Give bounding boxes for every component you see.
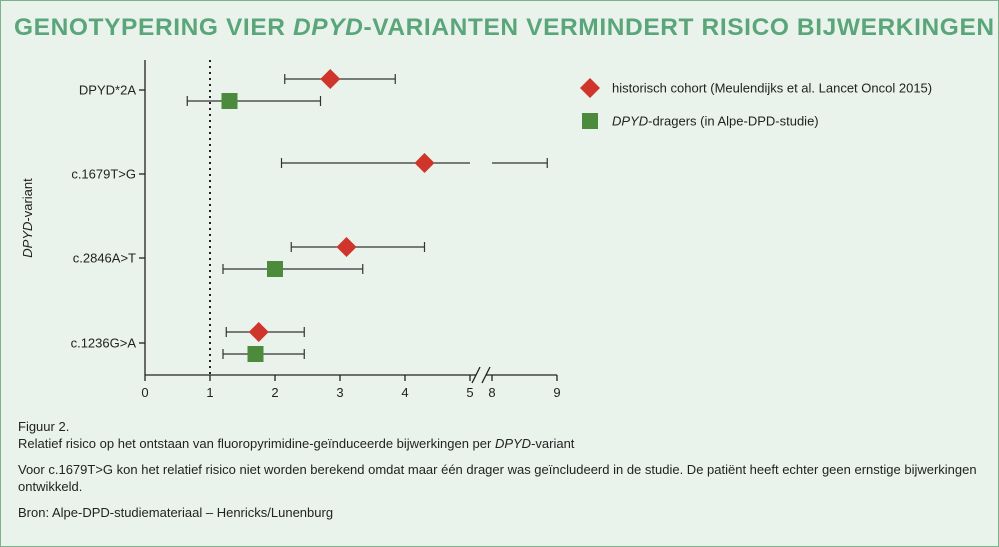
x-tick-label: 3 xyxy=(336,385,343,400)
point-estimate-square xyxy=(247,346,264,362)
figure-caption: Figuur 2. Relatief risico op het ontstaa… xyxy=(18,418,978,521)
caption-label: Figuur 2. xyxy=(18,419,70,434)
page-title: GENOTYPERING VIER DPYD-VARIANTEN VERMIND… xyxy=(14,14,995,42)
legend-label: historisch cohort (Meulendijks et al. La… xyxy=(612,81,932,96)
point-estimate-diamond xyxy=(248,322,269,342)
caption-desc-italic: DPYD xyxy=(494,436,532,451)
x-tick-label: 9 xyxy=(553,385,560,400)
category-label: c.1679T>G xyxy=(71,167,136,182)
x-tick-label: 2 xyxy=(271,385,278,400)
x-tick-label: 0 xyxy=(141,385,148,400)
legend-diamond-icon xyxy=(580,78,600,98)
point-estimate-square xyxy=(267,261,283,277)
caption-desc-pre: Relatief risico op het ontstaan van fluo… xyxy=(18,436,495,451)
title-italic: DPYD xyxy=(292,14,364,41)
forest-plot: DPYD-variant DPYD*2A c.1679T>G c.2846A>T c.… xyxy=(20,60,932,400)
axis-break-mark xyxy=(471,366,481,384)
caption-desc-post: -variant xyxy=(531,436,575,451)
x-tick-label: 5 xyxy=(466,385,473,400)
x-tick-label: 8 xyxy=(488,385,495,400)
title-part2: -VARIANTEN VERMINDERT RISICO BIJWERKINGE… xyxy=(363,14,995,41)
point-estimate-diamond xyxy=(414,153,435,173)
legend-label: DPYD-dragers (in Alpe-DPD-studie) xyxy=(612,114,819,129)
y-axis-label: DPYD-variant xyxy=(20,178,35,258)
point-estimate-diamond xyxy=(320,69,341,89)
category-label: c.1236G>A xyxy=(71,336,137,351)
category-label: c.2846A>T xyxy=(73,251,136,266)
caption-source: Bron: Alpe-DPD-studiemateriaal – Henrick… xyxy=(18,505,334,520)
axis-break-mark xyxy=(481,366,491,384)
caption-description: Relatief risico op het ontstaan van fluo… xyxy=(18,435,978,452)
legend-square-icon xyxy=(582,113,598,129)
title-part1: GENOTYPERING VIER xyxy=(14,14,293,41)
point-estimate-square xyxy=(221,93,238,109)
point-estimate-diamond xyxy=(336,237,357,257)
category-label: DPYD*2A xyxy=(79,83,136,98)
caption-note: Voor c.1679T>G kon het relatief risico n… xyxy=(18,462,977,494)
x-tick-label: 1 xyxy=(206,385,213,400)
x-tick-label: 4 xyxy=(401,385,408,400)
